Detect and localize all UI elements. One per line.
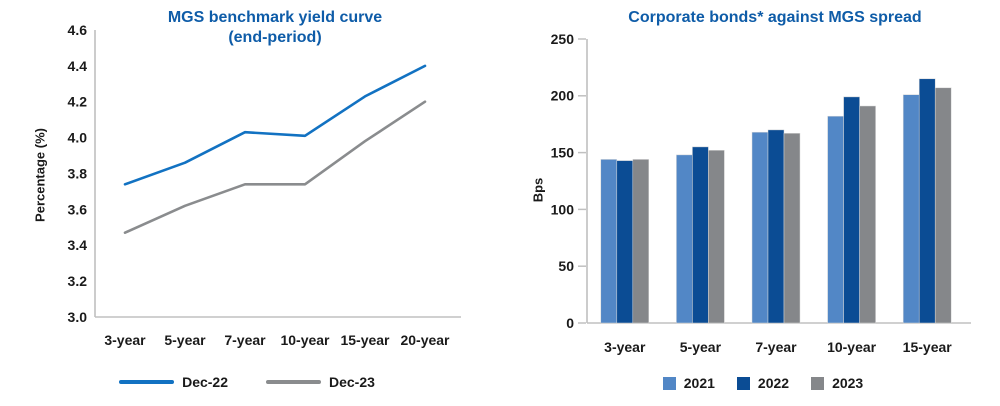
- y-tick-label: 100: [551, 201, 575, 217]
- x-tick-label: 3-year: [604, 339, 646, 355]
- y-tick-label: 3.8: [68, 165, 88, 181]
- x-tick-label: 5-year: [680, 339, 722, 355]
- mgs-yield-curve-chart: 3.0 3.2 3.4 3.6 3.8 4.0 4.2 4.4 4.6 3-year 5-year 7…: [0, 9, 500, 390]
- x-tick-label: 15-year: [903, 339, 953, 355]
- legend-item-2022: 2022: [736, 375, 790, 391]
- bar-10-year-2023: [859, 105, 876, 324]
- legend-label-2022: 2022: [757, 375, 790, 391]
- x-tick-label: 20-year: [400, 332, 450, 348]
- y-tick-label: 4.6: [68, 22, 88, 38]
- legend: 2021 2022 2023: [526, 375, 1000, 391]
- legend-item-2021: 2021: [662, 375, 715, 391]
- legend-item-dec-23: Dec-23: [266, 374, 375, 390]
- bar-7-year-2022: [767, 129, 785, 324]
- legend-label-2023: 2023: [832, 375, 864, 391]
- corporate-bond-spread-chart: 0 50 100 150 200 250 3-year 5-year 7-year 10-year…: [500, 0, 1000, 406]
- y-tick-label: 4.2: [68, 94, 88, 110]
- bar-5-year-2022: [692, 146, 709, 324]
- y-tick-label: 250: [551, 31, 575, 47]
- chart-title: MGS benchmark yield curve (end-period): [167, 9, 383, 46]
- bar-15-year-2023: [934, 87, 952, 324]
- y-tick-label: 3.4: [68, 237, 88, 253]
- chart-title: Corporate bonds* against MGS spread: [628, 9, 922, 26]
- bar-10-year-2021: [827, 115, 844, 324]
- bar-3-year-2021: [600, 159, 618, 324]
- y-tick-label: 4.0: [68, 130, 88, 146]
- y-tick-label: 0: [566, 315, 574, 331]
- bar-15-year-2022: [918, 78, 936, 324]
- y-tick-label: 150: [551, 145, 575, 161]
- bar-7-year-2021: [751, 131, 769, 324]
- legend-label-dec-22: Dec-22: [182, 374, 228, 390]
- legend-label-2021: 2021: [683, 375, 715, 391]
- x-tick-label: 3-year: [104, 332, 146, 348]
- y-tick-label: 200: [551, 88, 575, 104]
- y-tick-label: 4.4: [68, 58, 88, 74]
- bar-5-year-2023: [708, 150, 725, 324]
- legend-item-2023: 2023: [811, 375, 863, 391]
- x-tick-label: 10-year: [827, 339, 877, 355]
- 2022-color-swatch: [736, 376, 750, 390]
- legend: Dec-22 Dec-23: [0, 374, 500, 390]
- y-axis-title: Bps: [530, 177, 546, 203]
- legend-label-dec-23: Dec-23: [329, 374, 375, 390]
- dec-23-line-swatch: [266, 380, 321, 384]
- legend-item-dec-22: Dec-22: [119, 374, 228, 390]
- y-tick-label: 3.6: [68, 201, 88, 217]
- dec-22-line-swatch: [119, 380, 175, 384]
- bar-15-year-2021: [902, 94, 920, 324]
- bar-plot-area: 0 50 100 150 200 250 3-year 5-year 7-year 10-year…: [551, 31, 971, 355]
- bar-10-year-2022: [843, 96, 860, 324]
- 2021-color-swatch: [662, 376, 676, 390]
- y-tick-label: 3.2: [68, 273, 88, 289]
- y-axis-title: Percentage (%): [32, 128, 48, 222]
- x-tick-label: 7-year: [224, 332, 266, 348]
- x-tick-label: 5-year: [164, 332, 206, 348]
- 2023-color-swatch: [811, 376, 825, 390]
- x-tick-label: 7-year: [755, 339, 797, 355]
- x-tick-label: 15-year: [340, 332, 390, 348]
- x-tick-label: 10-year: [280, 332, 330, 348]
- line-series-dec-22: [123, 64, 427, 186]
- bar-3-year-2023: [632, 159, 650, 324]
- bar-3-year-2022: [616, 160, 634, 324]
- y-tick-label: 50: [558, 258, 574, 274]
- bar-5-year-2021: [676, 154, 693, 324]
- bar-7-year-2023: [783, 133, 801, 324]
- y-tick-label: 3.0: [68, 309, 88, 325]
- line-series-dec-23: [123, 100, 427, 234]
- line-plot-area: 3.0 3.2 3.4 3.6 3.8 4.0 4.2 4.4 4.6 3-year 5-year 7…: [68, 22, 461, 348]
